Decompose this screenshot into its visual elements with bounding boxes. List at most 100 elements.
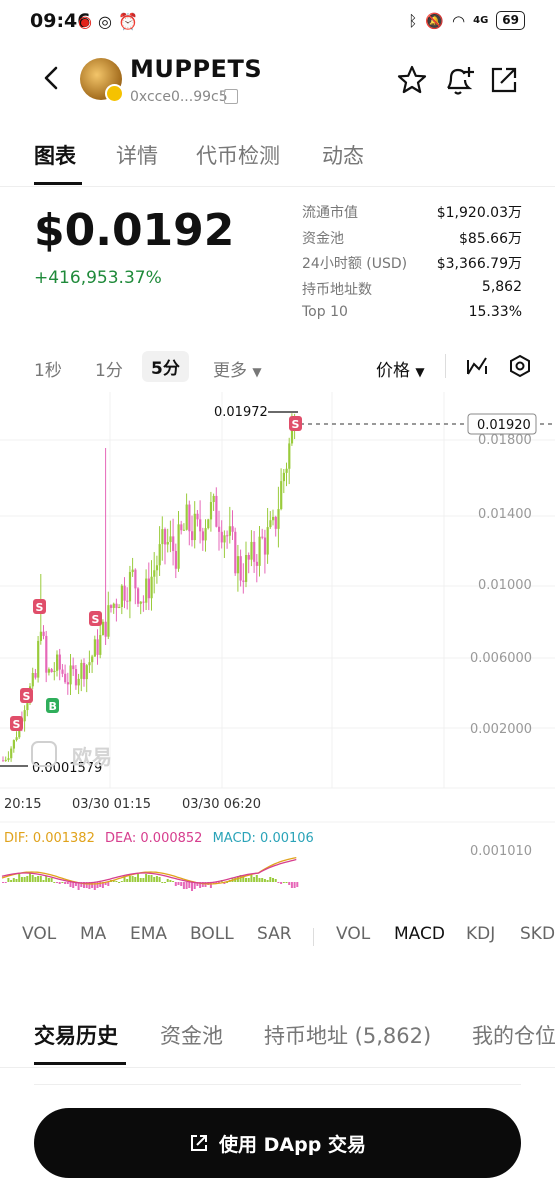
dapp-button-label: 使用 DApp 交易 [219,1133,366,1156]
candle-body [201,531,204,541]
candle-body [177,524,180,569]
back-arrow-icon[interactable] [40,63,62,101]
candle-body [250,541,253,560]
sub-indicator-skd[interactable]: SKD [520,924,555,944]
share-icon[interactable] [488,64,520,100]
eye-icon: ◎ [97,12,112,31]
buy-marker[interactable] [46,698,59,713]
sub-indicator-vol[interactable]: VOL [336,924,371,944]
indicator-ema[interactable]: EMA [130,924,168,944]
sell-marker[interactable] [289,416,302,431]
macd-bar [161,882,164,883]
macd-bar [142,878,145,882]
stat-row: 24小时额 (USD) $3,366.79万 [302,253,522,279]
candle-body [50,669,53,673]
candle-body [193,513,196,541]
macd-bar [223,882,226,884]
candle-body [196,513,199,520]
tab-holders[interactable]: 持币地址 (5,862) [264,1024,432,1048]
candle-body [204,528,207,541]
sell-marker[interactable] [33,599,46,614]
low-price-label: 0.0001579 [32,761,102,776]
divider [445,354,446,378]
candle-body [247,555,250,560]
external-link-icon [191,1135,208,1151]
copy-icon[interactable] [224,89,238,104]
tab-liquidity-pool[interactable]: 资金池 [160,1024,223,1048]
interval-1s[interactable]: 1秒 [34,361,62,381]
dea-value: DEA: 0.000852 [105,831,202,846]
dif-value: DIF: 0.001382 [4,831,95,846]
macd-bar [266,880,269,882]
candle-body [258,536,261,566]
sell-marker[interactable] [10,716,23,731]
macd-bar [134,877,137,882]
macd-bar [274,879,277,882]
settings-icon[interactable] [508,354,532,382]
indicator-sar[interactable]: SAR [257,924,292,944]
buy-marker-label: B [49,700,57,713]
candle-body [277,509,280,529]
candle-body [91,656,94,663]
candle-body [153,570,156,577]
sell-marker[interactable] [20,688,33,703]
indicator-ma[interactable]: MA [80,924,107,944]
price-mode-select[interactable]: 价格 ▼ [376,356,425,381]
sell-marker[interactable] [89,611,102,626]
macd-bar [85,882,88,888]
candle-body [123,585,126,601]
current-price-label: 0.01920 [477,418,531,433]
candle-body [239,556,242,581]
candle-body [134,569,137,589]
macd-bar [77,882,80,890]
macd-bar [196,882,199,886]
interval-1m[interactable]: 1分 [95,361,123,381]
candlestick-chart[interactable]: 0.01920 0.01972 0.0001579 0.01800 0.0140… [0,392,555,912]
sub-indicator-kdj[interactable]: KDJ [466,924,496,944]
token-address[interactable]: 0xcce0...99c5 [130,89,228,105]
macd-bar [204,882,207,887]
macd-bar [288,882,291,885]
dapp-trade-button[interactable]: 使用 DApp 交易 [34,1108,521,1178]
indicator-chart-icon[interactable] [465,354,489,382]
candle-body [145,578,148,603]
macd-bar [80,882,83,887]
macd-bar [174,882,177,886]
macd-bar [23,877,26,882]
indicator-vol[interactable]: VOL [22,924,57,944]
interval-5m[interactable]: 5分 [142,351,189,382]
macd-bar [182,882,185,889]
candle-body [191,531,194,541]
interval-more[interactable]: 更多 ▼ [213,356,262,381]
macd-value: MACD: 0.00106 [213,831,314,846]
candle-body [209,502,213,520]
candle-body [215,495,218,527]
bell-plus-icon[interactable] [442,64,476,102]
macd-bar [37,876,40,882]
candle-body [220,531,223,543]
macd-bar [242,875,245,882]
stat-label: 持币地址数 [302,281,372,298]
candle-body [128,572,132,602]
tab-token-check[interactable]: 代币检测 [196,144,280,168]
star-icon[interactable] [396,64,428,100]
chain-badge-icon [105,84,124,103]
candle-body [64,673,67,683]
stat-row: 持币地址数 5,862 [302,279,522,305]
tab-my-position[interactable]: 我的仓位 [472,1024,555,1048]
tab-chart[interactable]: 图表 [34,144,76,168]
y-tick: 0.01400 [478,507,532,522]
sub-indicator-macd[interactable]: MACD [394,924,445,944]
candle-body [231,526,234,532]
macd-bar [29,873,31,882]
y-tick: 0.006000 [470,651,532,666]
tab-details[interactable]: 详情 [116,144,158,168]
candle-body [207,519,210,529]
indicator-boll[interactable]: BOLL [190,924,234,944]
candle-body [104,621,107,637]
macd-bar [58,882,61,884]
macd-bar [53,882,56,883]
tab-trade-history[interactable]: 交易历史 [34,1024,118,1048]
candle-body [88,662,91,666]
tab-activity[interactable]: 动态 [322,144,364,168]
